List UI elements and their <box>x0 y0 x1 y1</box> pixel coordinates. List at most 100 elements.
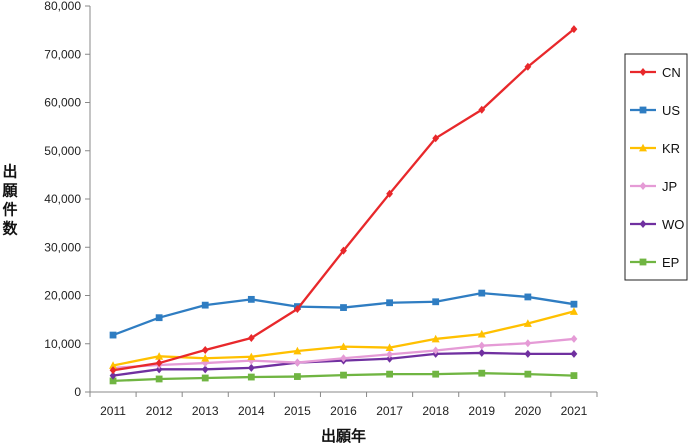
data-point <box>339 342 348 351</box>
legend-item-wo: WO <box>630 217 684 232</box>
data-point <box>201 301 209 309</box>
data-point <box>570 349 578 358</box>
y-tick-labels: 0 10,000 20,000 30,000 40,000 50,000 60,000 70,… <box>44 0 81 399</box>
data-point <box>247 352 256 361</box>
data-point <box>639 143 647 152</box>
y-tick-label: 30,000 <box>44 240 81 254</box>
series-line <box>112 28 575 372</box>
data-point <box>432 298 440 306</box>
data-point <box>109 361 118 369</box>
data-point <box>201 374 209 382</box>
x-tick-label: 2017 <box>376 404 403 418</box>
data-point <box>340 246 347 255</box>
legend-label: KR <box>662 141 680 156</box>
data-point <box>478 369 486 377</box>
data-point <box>386 299 393 307</box>
data-point <box>639 182 647 190</box>
data-point <box>201 346 209 355</box>
data-point <box>109 371 117 380</box>
data-point <box>478 341 486 350</box>
data-point <box>201 354 210 362</box>
x-tick-label: 2021 <box>561 404 588 418</box>
data-point <box>639 68 647 76</box>
data-point <box>109 331 117 339</box>
y-tick-label: 0 <box>74 385 81 399</box>
data-point <box>478 289 486 297</box>
y-tick-label: 40,000 <box>44 192 81 206</box>
series-us <box>109 289 578 339</box>
data-point <box>478 105 486 114</box>
data-point <box>478 348 486 357</box>
data-point <box>570 372 578 379</box>
legend-label: EP <box>662 255 679 270</box>
data-point <box>524 293 532 301</box>
data-point <box>477 329 486 338</box>
data-point <box>109 366 117 375</box>
data-point <box>639 220 647 228</box>
data-point <box>569 307 578 315</box>
x-tick-labels: 2011 2012 2013 2014 2015 2016 2017 2018 2019 2020… <box>100 404 587 418</box>
data-point <box>570 25 578 34</box>
y-tick-label: 10,000 <box>44 337 81 351</box>
y-tick-label: 80,000 <box>44 0 81 13</box>
x-tick-label: 2020 <box>515 404 542 418</box>
data-point <box>570 334 578 343</box>
x-axis-title: 出願年 <box>321 427 366 445</box>
data-point <box>639 258 647 266</box>
series-cn <box>109 25 578 375</box>
data-point <box>340 354 347 363</box>
legend: CN US KR JP WO EP <box>624 53 688 281</box>
x-tick-label: 2019 <box>468 404 495 418</box>
data-point <box>386 354 393 363</box>
legend-item-ep: EP <box>630 255 679 270</box>
data-point <box>340 371 347 379</box>
legend-label: US <box>662 103 680 118</box>
data-point <box>155 314 163 322</box>
data-point <box>385 343 394 352</box>
data-point <box>155 352 164 360</box>
data-point <box>386 189 393 198</box>
data-point <box>294 373 301 380</box>
data-point <box>524 349 532 358</box>
data-point <box>570 300 578 308</box>
y-axis-title-char: 願 <box>2 182 18 200</box>
x-tick-label: 2014 <box>238 404 265 418</box>
y-tick-label: 70,000 <box>44 47 81 61</box>
data-point <box>247 333 255 342</box>
data-point <box>524 370 532 378</box>
series-group <box>109 25 578 385</box>
x-tick-label: 2011 <box>100 404 126 418</box>
data-point <box>524 62 532 71</box>
data-point <box>523 319 532 327</box>
x-tick-label: 2012 <box>146 404 173 418</box>
data-point <box>432 370 440 378</box>
data-point <box>432 346 440 355</box>
data-point <box>155 375 163 383</box>
data-point <box>247 295 255 303</box>
data-point <box>247 373 255 381</box>
y-axis-title-char: 件 <box>2 201 17 219</box>
series-ep <box>109 369 578 385</box>
data-point <box>247 363 255 372</box>
data-point <box>155 359 163 368</box>
x-tick-label: 2015 <box>284 404 311 418</box>
y-tick-label: 60,000 <box>44 96 81 110</box>
legend-item-us: US <box>630 103 680 118</box>
data-point <box>109 377 117 385</box>
axes <box>85 5 598 397</box>
data-point <box>524 339 532 348</box>
series-kr <box>109 307 578 369</box>
y-tick-label: 50,000 <box>44 144 81 158</box>
x-tick-label: 2018 <box>422 404 449 418</box>
data-point <box>431 334 440 343</box>
data-point <box>386 370 393 378</box>
legend-item-jp: JP <box>630 179 677 194</box>
x-tick-label: 2016 <box>330 404 357 418</box>
data-point <box>386 350 393 359</box>
legend-item-cn: CN <box>630 65 681 80</box>
data-point <box>340 304 347 311</box>
legend-label: WO <box>662 217 684 232</box>
y-axis-title-char: 出 <box>2 163 17 181</box>
